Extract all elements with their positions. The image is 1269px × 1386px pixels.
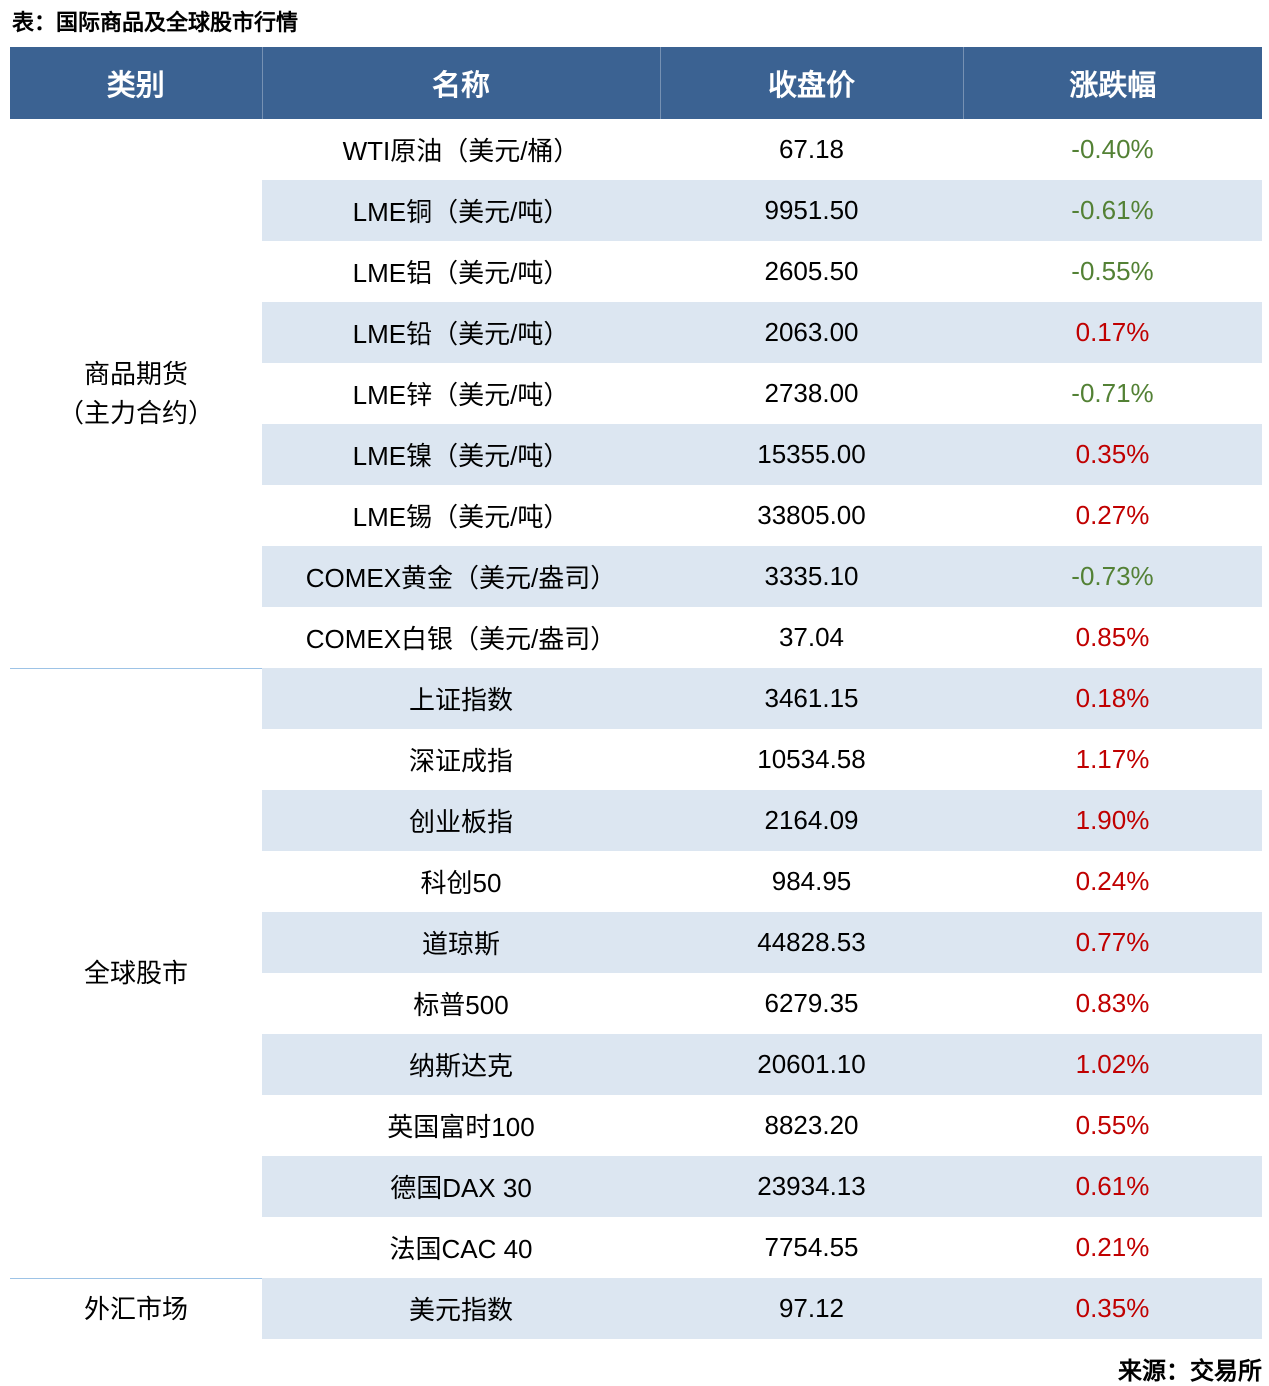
table-row: 商品期货 （主力合约） WTI原油（美元/桶） 67.18 -0.40%	[10, 119, 1262, 669]
change-cell: 1.02%	[963, 1034, 1262, 1096]
close-cell: 20601.10	[660, 1034, 963, 1096]
name-cell: WTI原油（美元/桶）	[342, 136, 580, 167]
close-cell: 2738.00	[764, 378, 859, 409]
source-note: 来源：交易所	[1118, 1358, 1262, 1386]
header-close: 收盘价	[660, 47, 964, 120]
name-cell: 道琼斯	[262, 912, 660, 974]
name-cell: 创业板指	[262, 790, 660, 852]
name-cell: LME镍（美元/吨）	[262, 424, 660, 486]
table-row: LME铜（美元/吨） 9951.50 -0.61%	[10, 180, 1262, 242]
close-cell: 2605.50	[764, 256, 859, 287]
name-cell: 德国DAX 30	[262, 1156, 660, 1218]
table-row: LME锌（美元/吨） 2738.00 -0.71%	[10, 363, 1262, 424]
close-cell: 984.95	[771, 866, 852, 897]
name-cell: 标普500	[413, 990, 509, 1021]
name-cell: 英国富时100	[387, 1112, 535, 1143]
header-category: 类别	[10, 47, 263, 120]
name-cell: 法国CAC 40	[389, 1234, 533, 1265]
change-cell: -0.55%	[1071, 256, 1154, 287]
category-cell-commodities: 商品期货 （主力合约）	[10, 119, 262, 669]
table-row: 法国CAC 40 7754.55 0.21%	[10, 1217, 1262, 1278]
close-cell: 33805.00	[757, 500, 866, 531]
change-cell: 0.21%	[1075, 1232, 1150, 1263]
close-cell: 97.12	[660, 1278, 963, 1340]
change-cell: 0.83%	[1075, 988, 1150, 1019]
header-name: 名称	[262, 47, 661, 120]
change-cell: 1.17%	[1075, 744, 1150, 775]
name-cell: LME锌（美元/吨）	[352, 380, 570, 411]
change-cell: 0.85%	[1075, 622, 1150, 653]
table-row: 全球股市 上证指数 3461.15 0.18%	[10, 667, 1262, 1279]
close-cell: 8823.20	[764, 1110, 859, 1141]
table-header: 类别 名称 收盘价 涨跌幅	[10, 47, 1262, 120]
close-cell: 2063.00	[660, 302, 963, 364]
change-cell: 0.77%	[963, 912, 1262, 974]
name-cell: 美元指数	[262, 1278, 660, 1340]
table-row: 深证成指 10534.58 1.17%	[10, 729, 1262, 790]
close-cell: 2164.09	[660, 790, 963, 852]
close-cell: 37.04	[778, 622, 845, 653]
close-cell: 6279.35	[764, 988, 859, 1019]
header-change: 涨跌幅	[963, 47, 1262, 120]
table-row: 标普500 6279.35 0.83%	[10, 973, 1262, 1034]
close-cell: 23934.13	[660, 1156, 963, 1218]
name-cell: 科创50	[420, 868, 502, 899]
close-cell: 3461.15	[660, 668, 963, 730]
change-cell: -0.71%	[1071, 378, 1154, 409]
change-cell: 0.24%	[1075, 866, 1150, 897]
table-row: 德国DAX 30 23934.13 0.61%	[10, 1156, 1262, 1218]
name-cell: 深证成指	[408, 746, 513, 777]
category-cell-fx: 外汇市场	[10, 1277, 262, 1340]
table-row: COMEX白银（美元/盎司） 37.04 0.85%	[10, 607, 1262, 668]
table-row: 纳斯达克 20601.10 1.02%	[10, 1034, 1262, 1096]
change-cell: -0.40%	[1071, 134, 1154, 165]
name-cell: 纳斯达克	[262, 1034, 660, 1096]
table-row: LME锡（美元/吨） 33805.00 0.27%	[10, 485, 1262, 546]
change-cell: 0.35%	[963, 424, 1262, 486]
name-cell: COMEX白银（美元/盎司）	[305, 624, 617, 655]
change-cell: 0.18%	[963, 668, 1262, 730]
name-cell: COMEX黄金（美元/盎司）	[262, 546, 660, 608]
close-cell: 3335.10	[660, 546, 963, 608]
change-cell: 0.35%	[963, 1278, 1262, 1340]
close-cell: 67.18	[778, 134, 845, 165]
category-cell-global-stocks: 全球股市	[10, 667, 262, 1279]
name-cell: LME锡（美元/吨）	[352, 502, 570, 533]
change-cell: -0.61%	[963, 180, 1262, 242]
table-row: LME镍（美元/吨） 15355.00 0.35%	[10, 424, 1262, 486]
close-cell: 10534.58	[757, 744, 866, 775]
name-cell: 上证指数	[262, 668, 660, 730]
table-row: COMEX黄金（美元/盎司） 3335.10 -0.73%	[10, 546, 1262, 608]
table-row: 英国富时100 8823.20 0.55%	[10, 1095, 1262, 1156]
table-row: LME铅（美元/吨） 2063.00 0.17%	[10, 302, 1262, 364]
change-cell: 0.61%	[963, 1156, 1262, 1218]
table-row: LME铝（美元/吨） 2605.50 -0.55%	[10, 241, 1262, 302]
name-cell: LME铅（美元/吨）	[262, 302, 660, 364]
table-row: 科创50 984.95 0.24%	[10, 851, 1262, 912]
table-row: 道琼斯 44828.53 0.77%	[10, 912, 1262, 974]
close-cell: 7754.55	[764, 1232, 859, 1263]
change-cell: -0.73%	[963, 546, 1262, 608]
header-row: 类别 名称 收盘价 涨跌幅	[10, 47, 1262, 120]
name-cell: LME铝（美元/吨）	[352, 258, 570, 289]
change-cell: 1.90%	[963, 790, 1262, 852]
change-cell: 0.55%	[1075, 1110, 1150, 1141]
quotes-table: 类别 名称 收盘价 涨跌幅 商品期货 （主力合约） WTI原油（美元/桶） 67…	[10, 47, 1262, 1340]
close-cell: 44828.53	[660, 912, 963, 974]
table-body: 商品期货 （主力合约） WTI原油（美元/桶） 67.18 -0.40% LME…	[10, 119, 1262, 1340]
change-cell: 0.17%	[963, 302, 1262, 364]
page-title: 表：国际商品及全球股市行情	[12, 10, 299, 35]
table-row: 创业板指 2164.09 1.90%	[10, 790, 1262, 852]
table-row: 外汇市场 美元指数 97.12 0.35%	[10, 1277, 1262, 1340]
close-cell: 9951.50	[660, 180, 963, 242]
name-cell: LME铜（美元/吨）	[262, 180, 660, 242]
close-cell: 15355.00	[660, 424, 963, 486]
change-cell: 0.27%	[1075, 500, 1150, 531]
